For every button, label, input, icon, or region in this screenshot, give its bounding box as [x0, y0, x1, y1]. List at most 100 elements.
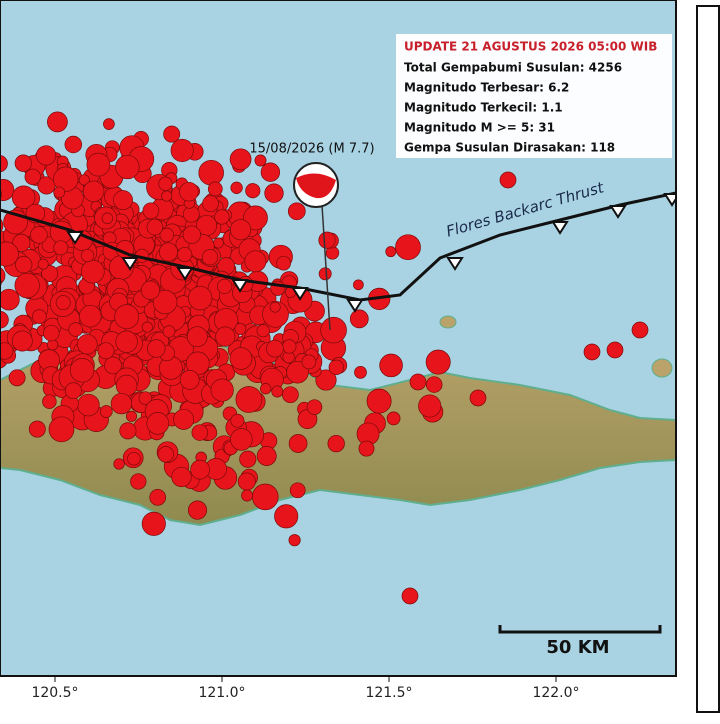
- epicenter: [0, 179, 15, 201]
- islet: [439, 315, 457, 329]
- epicenter: [173, 408, 195, 430]
- epicenter: [425, 376, 443, 393]
- epicenter: [282, 339, 297, 354]
- epicenter: [256, 446, 277, 466]
- epicenter: [161, 190, 173, 202]
- epicenter: [115, 374, 138, 397]
- epicenter: [147, 339, 166, 358]
- epicenter: [114, 304, 140, 330]
- epicenter: [53, 166, 79, 192]
- epicenter: [113, 190, 133, 211]
- epicenter: [252, 483, 279, 511]
- epicenter: [101, 212, 114, 225]
- epicenter: [141, 511, 166, 536]
- epicenter: [256, 324, 270, 338]
- epicenter: [80, 248, 95, 263]
- epicenter: [79, 304, 102, 328]
- epicenter: [0, 342, 14, 360]
- epicenter: [163, 125, 181, 143]
- epicenter: [179, 181, 199, 202]
- epicenter: [230, 219, 252, 241]
- epicenter: [187, 500, 208, 520]
- epicenter: [254, 154, 267, 167]
- epicenter: [229, 148, 252, 171]
- epicenter: [113, 458, 125, 470]
- focal-mechanism-fill: [296, 173, 336, 199]
- epicenter: [28, 420, 46, 438]
- epicenter: [110, 392, 133, 415]
- epicenter: [31, 309, 47, 324]
- epicenter: [11, 185, 36, 210]
- epicenter: [55, 295, 71, 311]
- epicenter: [214, 209, 230, 225]
- epicenter: [14, 154, 32, 172]
- epicenter: [230, 428, 253, 451]
- epicenter: [201, 249, 219, 266]
- epicenter: [229, 347, 253, 370]
- epicenter: [97, 342, 115, 360]
- epicenter: [78, 174, 90, 186]
- event-label: 15/08/2026 (M 7.7): [249, 142, 374, 157]
- epicenter: [469, 389, 487, 407]
- epicenter: [188, 285, 213, 311]
- epicenter: [0, 311, 9, 329]
- epicenter: [142, 202, 160, 220]
- epicenter: [53, 240, 69, 256]
- epicenter: [315, 369, 337, 391]
- epicenter: [103, 118, 115, 130]
- epicenter: [386, 411, 401, 426]
- epicenter: [36, 145, 57, 166]
- epicenter: [182, 225, 201, 244]
- epicenter: [366, 388, 392, 414]
- islet: [651, 358, 673, 378]
- thrust-tooth: [176, 267, 194, 281]
- epicenter: [276, 255, 291, 271]
- epicenter: [358, 440, 375, 457]
- epicenter: [260, 162, 281, 182]
- epicenter: [64, 135, 83, 154]
- epicenter: [0, 241, 19, 267]
- epicenter: [287, 202, 306, 221]
- scale-bar: [498, 625, 662, 634]
- epicenter: [30, 226, 48, 244]
- epicenter: [288, 434, 308, 453]
- info-line: Gempa Susulan Dirasakan: 118: [404, 141, 615, 155]
- epicenter: [289, 482, 306, 499]
- epicenter: [349, 309, 369, 329]
- thrust-tooth: [231, 279, 249, 293]
- longitude-label: 121.5°: [365, 685, 412, 701]
- epicenter: [271, 385, 284, 398]
- epicenter: [264, 183, 284, 203]
- epicenter: [266, 339, 284, 358]
- epicenter: [158, 242, 179, 262]
- epicenter: [239, 450, 257, 468]
- longitude-label: 120.5°: [31, 685, 78, 701]
- epicenter: [207, 181, 223, 197]
- epicenter: [286, 360, 309, 384]
- epicenter: [138, 391, 153, 405]
- epicenter: [48, 416, 75, 443]
- epicenter: [0, 154, 8, 173]
- epicenter: [170, 138, 194, 162]
- epicenter: [157, 446, 174, 463]
- info-line: Magnitudo M >= 5: 31: [404, 121, 555, 135]
- thrust-tooth: [346, 299, 364, 313]
- epicenter: [115, 330, 138, 353]
- epicenter: [353, 279, 364, 291]
- epicenter: [215, 326, 236, 347]
- thrust-tooth: [609, 205, 627, 219]
- epicenter: [210, 378, 234, 402]
- epicenter: [99, 405, 113, 418]
- longitude-label: 121.0°: [198, 685, 245, 701]
- epicenter: [86, 152, 111, 177]
- info-line: Total Gempabumi Susulan: 4256: [404, 61, 622, 75]
- epicenter: [14, 272, 40, 299]
- longitude-label: 122.0°: [532, 685, 579, 701]
- map-frame: [0, 0, 677, 677]
- epicenter: [318, 231, 336, 249]
- epicenter: [212, 237, 224, 249]
- epicenter: [130, 473, 147, 490]
- epicenter: [606, 341, 624, 359]
- epicenter: [318, 267, 332, 281]
